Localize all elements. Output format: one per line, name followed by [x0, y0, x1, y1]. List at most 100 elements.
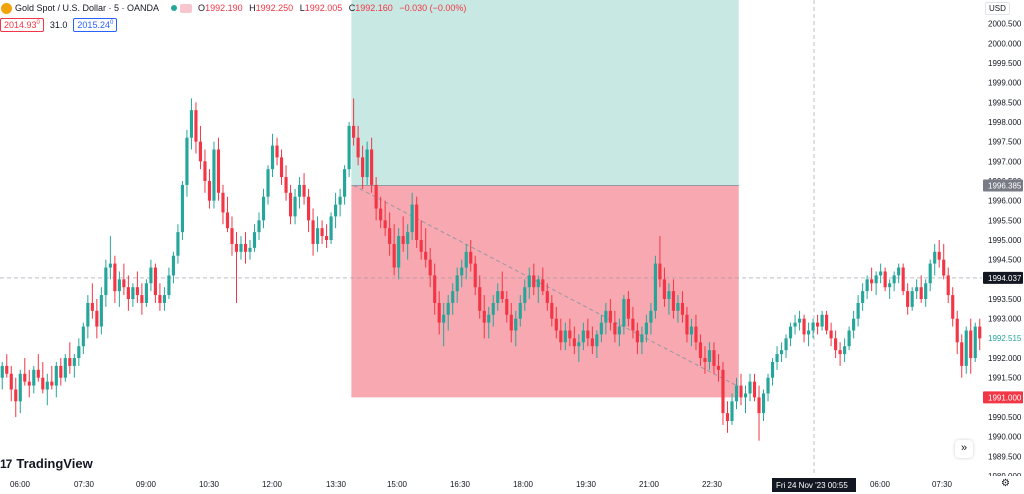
candle-body	[978, 326, 982, 339]
close-key: C	[348, 3, 356, 13]
candle-body	[81, 326, 85, 347]
candle-body	[243, 243, 248, 252]
buy-sell-panel: 2014.930 31.0 2015.240	[0, 18, 118, 32]
candle-body	[252, 232, 257, 248]
candle-body	[752, 381, 757, 398]
target-zone	[351, 0, 739, 186]
candle-body	[599, 322, 603, 335]
buy-button[interactable]: 2015.240	[73, 18, 118, 32]
candle-body	[888, 283, 892, 288]
tradingview-logo-icon: 17	[0, 456, 12, 471]
symbol-legend[interactable]: Gold Spot / U.S. Dollar · 5 · OANDA O199…	[0, 0, 470, 16]
candle-body	[770, 361, 775, 378]
price-tick-label: 1997.000	[988, 157, 1022, 166]
time-tick-label: 07:30	[74, 480, 95, 489]
double-chevron-right-icon[interactable]: »	[955, 440, 973, 458]
candle-body	[973, 326, 977, 359]
price-tick-label: 2000.000	[988, 39, 1022, 48]
candle-body	[460, 267, 464, 276]
candle-body	[325, 236, 329, 240]
candle-body	[730, 401, 734, 421]
candle-body	[775, 354, 779, 362]
candle-body	[297, 184, 302, 197]
sell-price-sup: 0	[36, 20, 40, 26]
candle-body	[18, 373, 22, 402]
candle-body	[834, 338, 838, 351]
candle-body	[550, 302, 554, 319]
crosshair-price-label-bg	[983, 271, 1023, 284]
candle-body	[635, 330, 639, 343]
candle-body	[811, 322, 815, 331]
price-tick-label: 1993.000	[988, 315, 1022, 324]
currency-selector[interactable]: USD	[985, 2, 1010, 15]
candle-body	[135, 287, 139, 296]
buy-price-sup: 0	[109, 20, 114, 26]
candle-body	[870, 279, 874, 284]
price-tick-label: 1994.500	[988, 256, 1022, 265]
time-tick-label: 07:30	[932, 480, 953, 489]
candle-body	[315, 228, 320, 244]
candle-body	[667, 291, 671, 300]
time-tick-label: 21:00	[639, 480, 660, 489]
candle-body	[212, 149, 216, 201]
candle-body	[608, 310, 612, 323]
candle-body	[41, 377, 45, 390]
candle-body	[167, 275, 171, 296]
candle-body	[617, 326, 621, 335]
entry-price-label: 1996.385	[988, 182, 1022, 191]
candle-body	[802, 318, 806, 335]
symbol-title[interactable]: Gold Spot / U.S. Dollar · 5 · OANDA	[15, 3, 160, 13]
candle-body	[901, 267, 905, 292]
candle-body	[640, 334, 644, 343]
candle-body	[334, 204, 338, 217]
candle-body	[162, 295, 166, 303]
candle-body	[374, 184, 378, 209]
price-tick-label: 2000.500	[988, 20, 1022, 29]
candle-body	[415, 204, 419, 240]
tradingview-logo[interactable]: 17 TradingView	[0, 456, 93, 471]
candle-body	[95, 310, 99, 327]
logo-text: TradingView	[16, 456, 93, 471]
candle-body	[117, 279, 121, 292]
time-tick-label: 16:30	[450, 480, 471, 489]
crosshair-time-label: Fri 24 Nov '23 00:55	[776, 481, 848, 490]
candle-body	[680, 302, 685, 315]
candle-body	[712, 350, 716, 366]
candle-body	[874, 275, 878, 284]
candle-body	[275, 145, 279, 158]
candle-body	[144, 283, 148, 303]
candle-body	[545, 291, 549, 303]
candle-body	[352, 125, 356, 138]
price-tick-label: 1989.500	[988, 452, 1022, 461]
time-tick-label: 18:00	[513, 480, 534, 489]
candle-body	[955, 318, 959, 343]
current-price-label: 1992.515	[988, 334, 1022, 343]
candle-body	[122, 279, 126, 288]
flag-icon[interactable]	[180, 3, 193, 13]
candle-body	[361, 157, 365, 178]
time-axis-bg	[0, 476, 1024, 494]
candle-body	[964, 330, 968, 366]
time-tick-label: 15:00	[387, 480, 408, 489]
sell-button[interactable]: 2014.930	[0, 18, 44, 32]
candle-body	[266, 169, 270, 197]
candle-body	[960, 342, 964, 366]
high-key: H	[249, 3, 256, 13]
candle-body	[757, 397, 761, 414]
candle-body	[838, 350, 842, 355]
candle-body	[293, 196, 297, 217]
candle-body	[140, 295, 144, 303]
stop-price-label-bg	[983, 391, 1023, 404]
low-value: 1992.005	[304, 3, 343, 13]
candle-body	[320, 228, 324, 237]
candle-body	[180, 184, 185, 233]
candle-body	[942, 259, 946, 276]
buy-price: 2015.24	[77, 20, 110, 30]
price-axis-bg	[982, 0, 1024, 494]
candle-body	[725, 413, 730, 421]
gear-icon[interactable]: ⚙	[1001, 478, 1010, 489]
candle-body	[743, 393, 748, 398]
candle-body	[793, 322, 797, 327]
